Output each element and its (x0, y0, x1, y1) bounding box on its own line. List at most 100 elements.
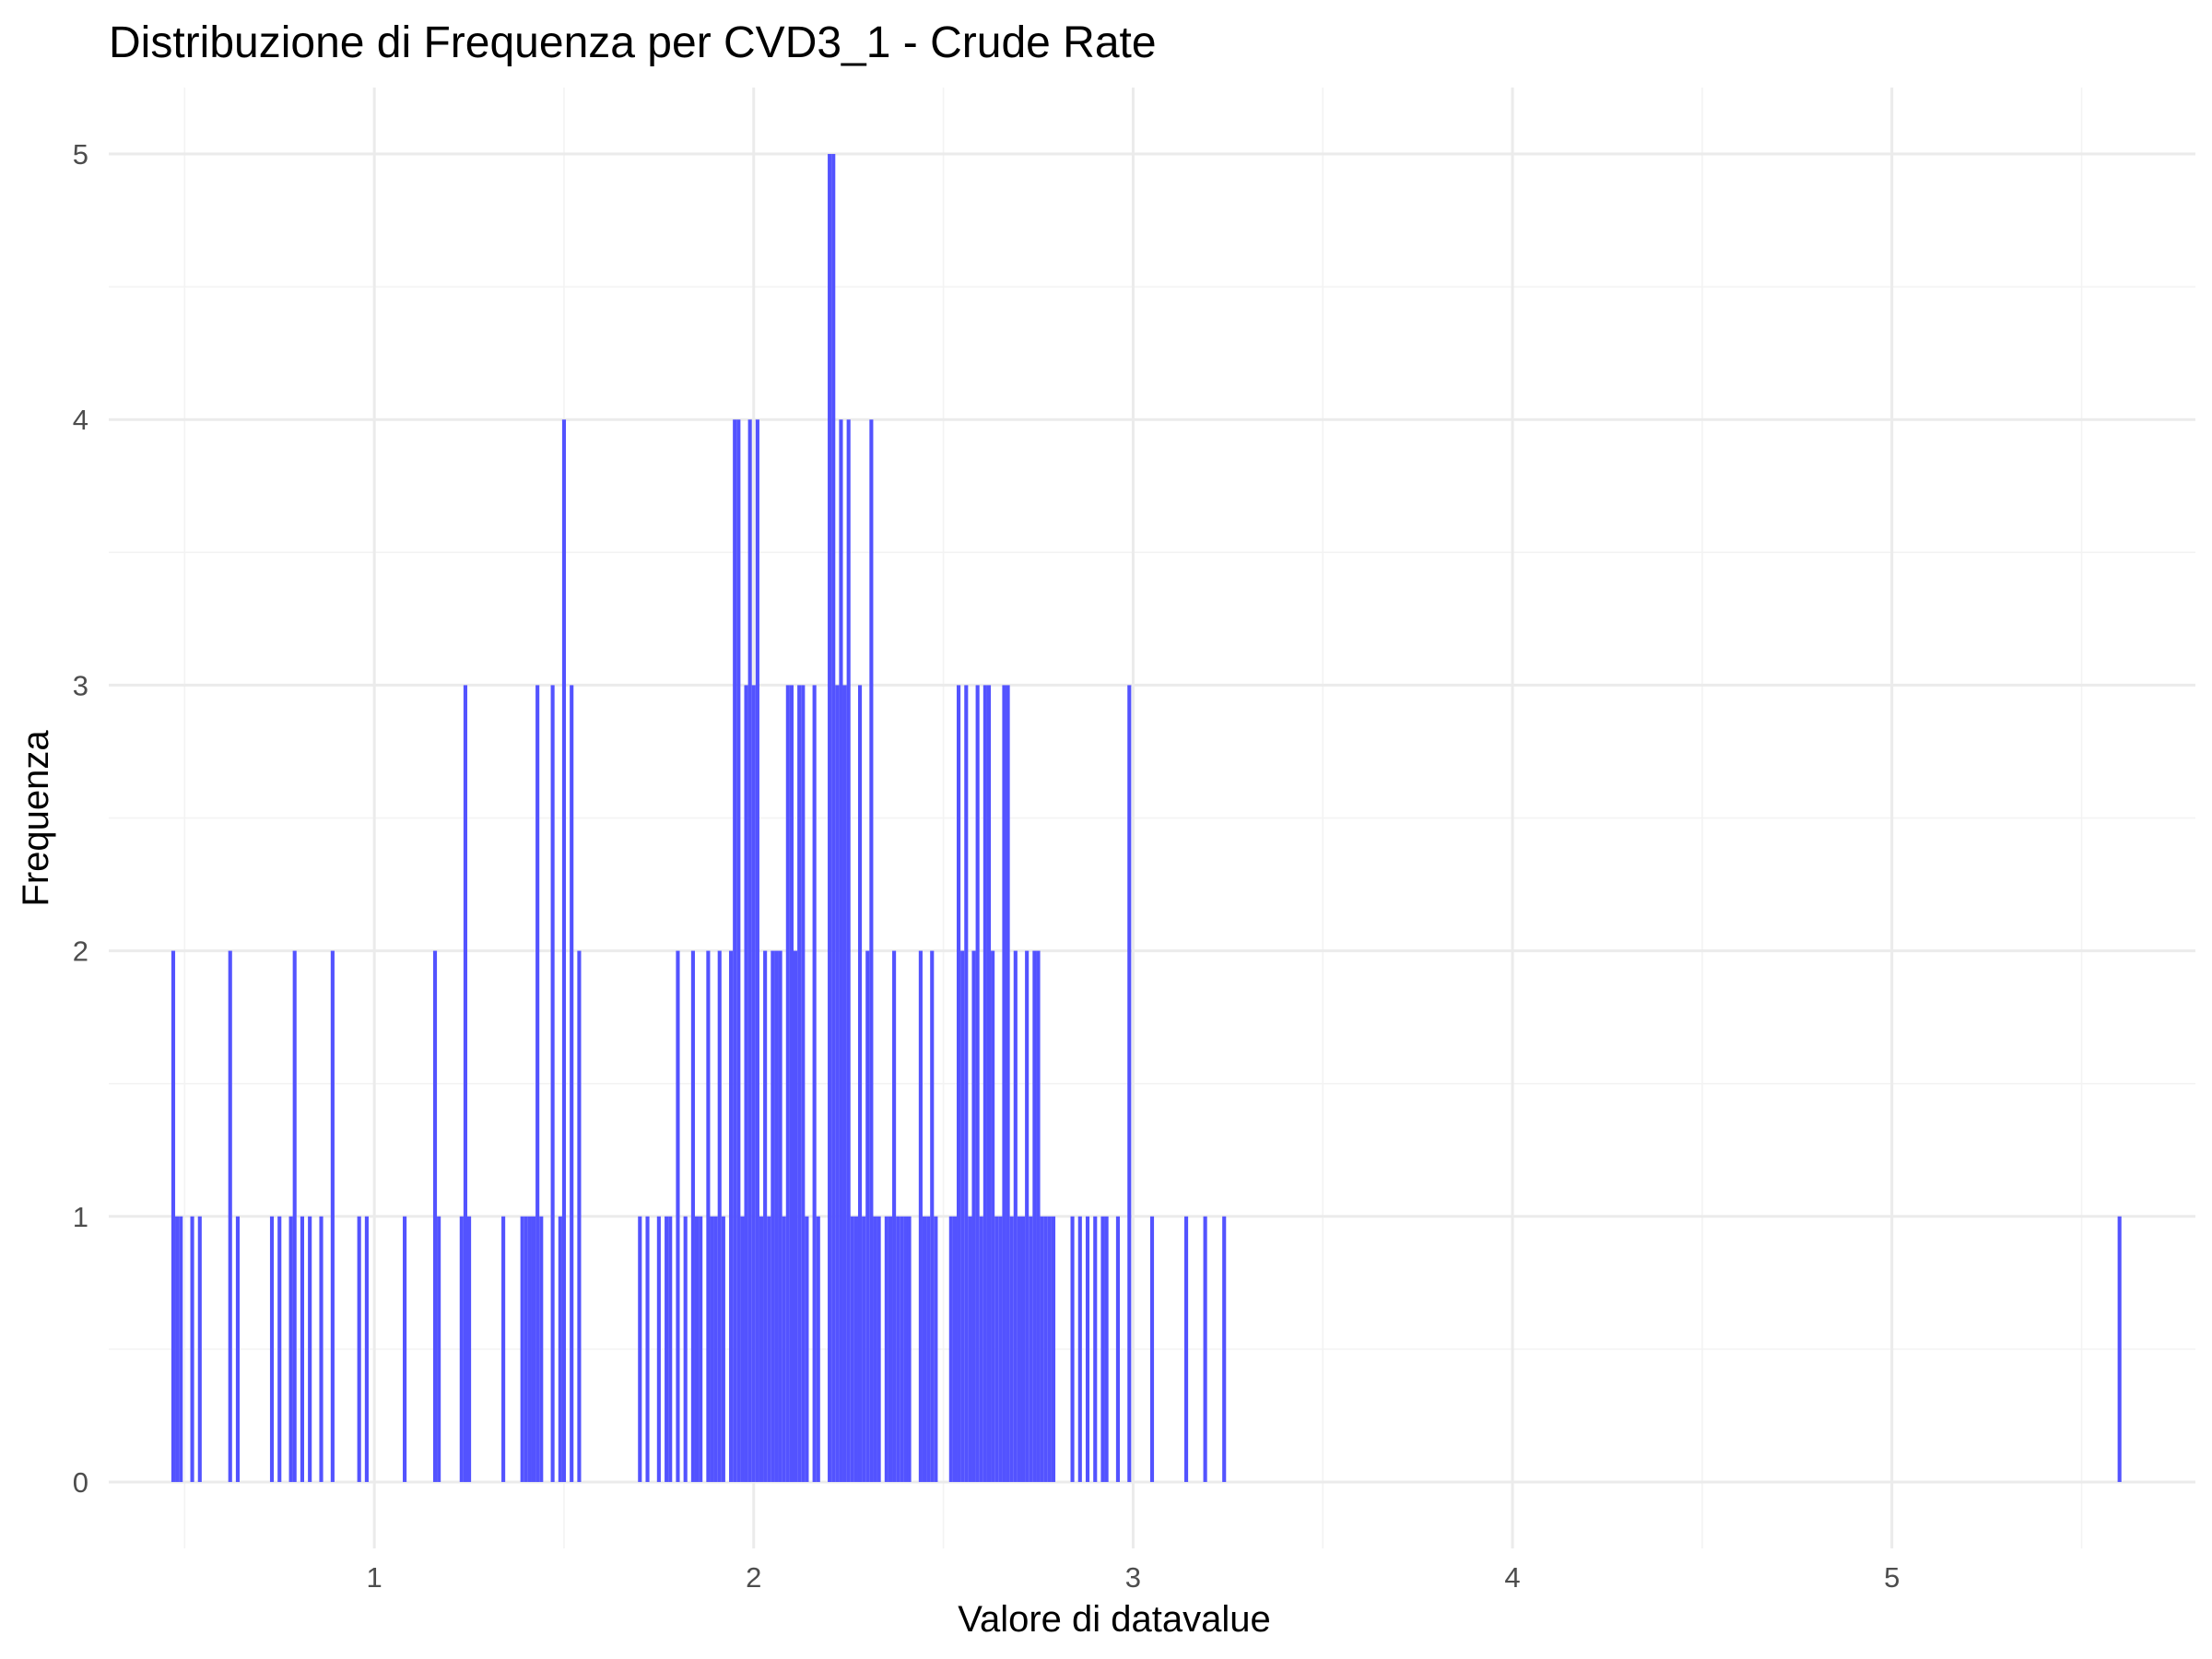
histogram-bar-118 (1020, 1216, 1026, 1482)
histogram-bar-134 (1127, 685, 1132, 1482)
histogram-bar-108 (982, 685, 987, 1482)
histogram-bar-52 (736, 419, 741, 1482)
histogram-bar-43 (694, 1216, 700, 1482)
histogram-bar-39 (668, 1216, 673, 1482)
histogram-bar-16 (364, 1216, 369, 1482)
histogram-bar-47 (713, 1216, 718, 1482)
grid-lines (109, 88, 2195, 1548)
histogram-bar-93 (907, 1216, 912, 1482)
histogram-bar-124 (1043, 1216, 1048, 1482)
histogram-bar-54 (744, 685, 748, 1482)
histogram-bar-87 (884, 1216, 888, 1482)
histogram-bar-126 (1051, 1216, 1056, 1482)
histogram-bar-77 (842, 685, 847, 1482)
histogram-bar-36 (645, 1216, 650, 1482)
histogram-bar-100 (952, 1216, 958, 1482)
histogram-bar-19 (437, 1216, 441, 1482)
histogram-bar-110 (991, 950, 995, 1482)
y-tick-label-3: 3 (73, 669, 88, 701)
histogram-bar-44 (699, 1216, 703, 1482)
y-tick-label-0: 0 (73, 1466, 88, 1499)
histogram-bar-1 (175, 1216, 180, 1482)
histogram-bar-113 (1002, 685, 1006, 1482)
histogram-bar-132 (1104, 1216, 1109, 1482)
histogram-bar-117 (1017, 1216, 1021, 1482)
histogram-bar-105 (971, 950, 976, 1482)
histogram-bar-119 (1025, 950, 1030, 1482)
histogram-bar-137 (1203, 1216, 1207, 1482)
histogram-bar-112 (998, 1216, 1003, 1482)
histogram-bar-15 (357, 1216, 361, 1482)
y-axis-title: Frequenza (16, 730, 56, 907)
histogram-bar-33 (570, 685, 574, 1482)
histogram-bar-81 (857, 685, 863, 1482)
histogram-bar-38 (665, 1216, 669, 1482)
histogram-bar-57 (755, 419, 759, 1482)
histogram-bar-83 (865, 950, 870, 1482)
histogram-bar-62 (774, 950, 779, 1482)
histogram-bar-65 (785, 685, 790, 1482)
histogram-bar-20 (459, 1216, 464, 1482)
histogram-bar-101 (957, 685, 961, 1482)
histogram-bar-40 (676, 950, 680, 1482)
histogram-bar-95 (922, 1216, 927, 1482)
histogram-bar-72 (816, 1216, 820, 1482)
histogram-bar-30 (550, 685, 555, 1482)
histogram-bar-22 (467, 1216, 472, 1482)
histogram-bar-90 (896, 1216, 900, 1482)
x-axis-title: Valore di datavalue (958, 1599, 1271, 1640)
histogram-bar-96 (926, 1216, 931, 1482)
histogram-bar-131 (1100, 1216, 1105, 1482)
histogram-bar-116 (1013, 950, 1018, 1482)
histogram-bar-23 (501, 1216, 506, 1482)
histogram-bar-8 (277, 1216, 282, 1482)
histogram-bar-9 (288, 1216, 293, 1482)
histogram-bar-120 (1029, 1216, 1033, 1482)
histogram-bar-136 (1183, 1216, 1189, 1482)
histogram-bar-76 (839, 419, 843, 1482)
histogram-bar-0 (171, 950, 176, 1482)
histogram-bar-59 (763, 950, 768, 1482)
histogram-bar-61 (771, 950, 775, 1482)
histogram-bar-109 (986, 685, 992, 1482)
histogram-bar-66 (789, 685, 794, 1482)
histogram-bar-106 (975, 685, 980, 1482)
histogram-bar-32 (561, 419, 567, 1482)
histogram-bar-85 (873, 1216, 877, 1482)
histogram-bar-122 (1036, 950, 1041, 1482)
histogram-bar-2 (179, 1216, 183, 1482)
histogram-bar-69 (801, 685, 806, 1482)
histogram-bar-98 (934, 1216, 938, 1482)
histogram-bar-25 (524, 1216, 528, 1482)
histogram-bars (171, 154, 2122, 1482)
histogram-bar-48 (717, 950, 722, 1482)
histogram-bar-94 (918, 950, 923, 1482)
histogram-bar-3 (190, 1216, 194, 1482)
histogram-bar-4 (197, 1216, 202, 1482)
histogram-bar-70 (805, 1216, 809, 1482)
x-tick-label-0: 1 (367, 1561, 382, 1594)
histogram-bar-75 (835, 685, 840, 1482)
histogram-bar-49 (721, 1216, 725, 1482)
histogram-bar-53 (740, 1216, 745, 1482)
histogram-bar-102 (960, 950, 965, 1482)
histogram-bar-135 (1149, 1216, 1155, 1482)
histogram-bar-17 (403, 1216, 407, 1482)
histogram-bar-63 (778, 950, 782, 1482)
histogram-bar-37 (656, 1216, 661, 1482)
histogram-bar-46 (710, 1216, 714, 1482)
histogram-bar-86 (877, 1216, 881, 1482)
x-tick-label-1: 2 (746, 1561, 761, 1594)
histogram-bar-7 (269, 1216, 275, 1482)
histogram-bar-28 (535, 685, 540, 1482)
histogram-bar-82 (862, 1216, 866, 1482)
histogram-bar-127 (1070, 1216, 1075, 1482)
histogram-bar-73 (828, 154, 832, 1482)
histogram-bar-78 (846, 419, 851, 1482)
histogram-bar-68 (797, 685, 802, 1482)
histogram-bar-91 (900, 1216, 904, 1482)
histogram-bar-56 (751, 685, 756, 1482)
histogram-bar-74 (831, 154, 836, 1482)
histogram-bar-79 (850, 1216, 854, 1482)
histogram-bar-92 (903, 1216, 908, 1482)
